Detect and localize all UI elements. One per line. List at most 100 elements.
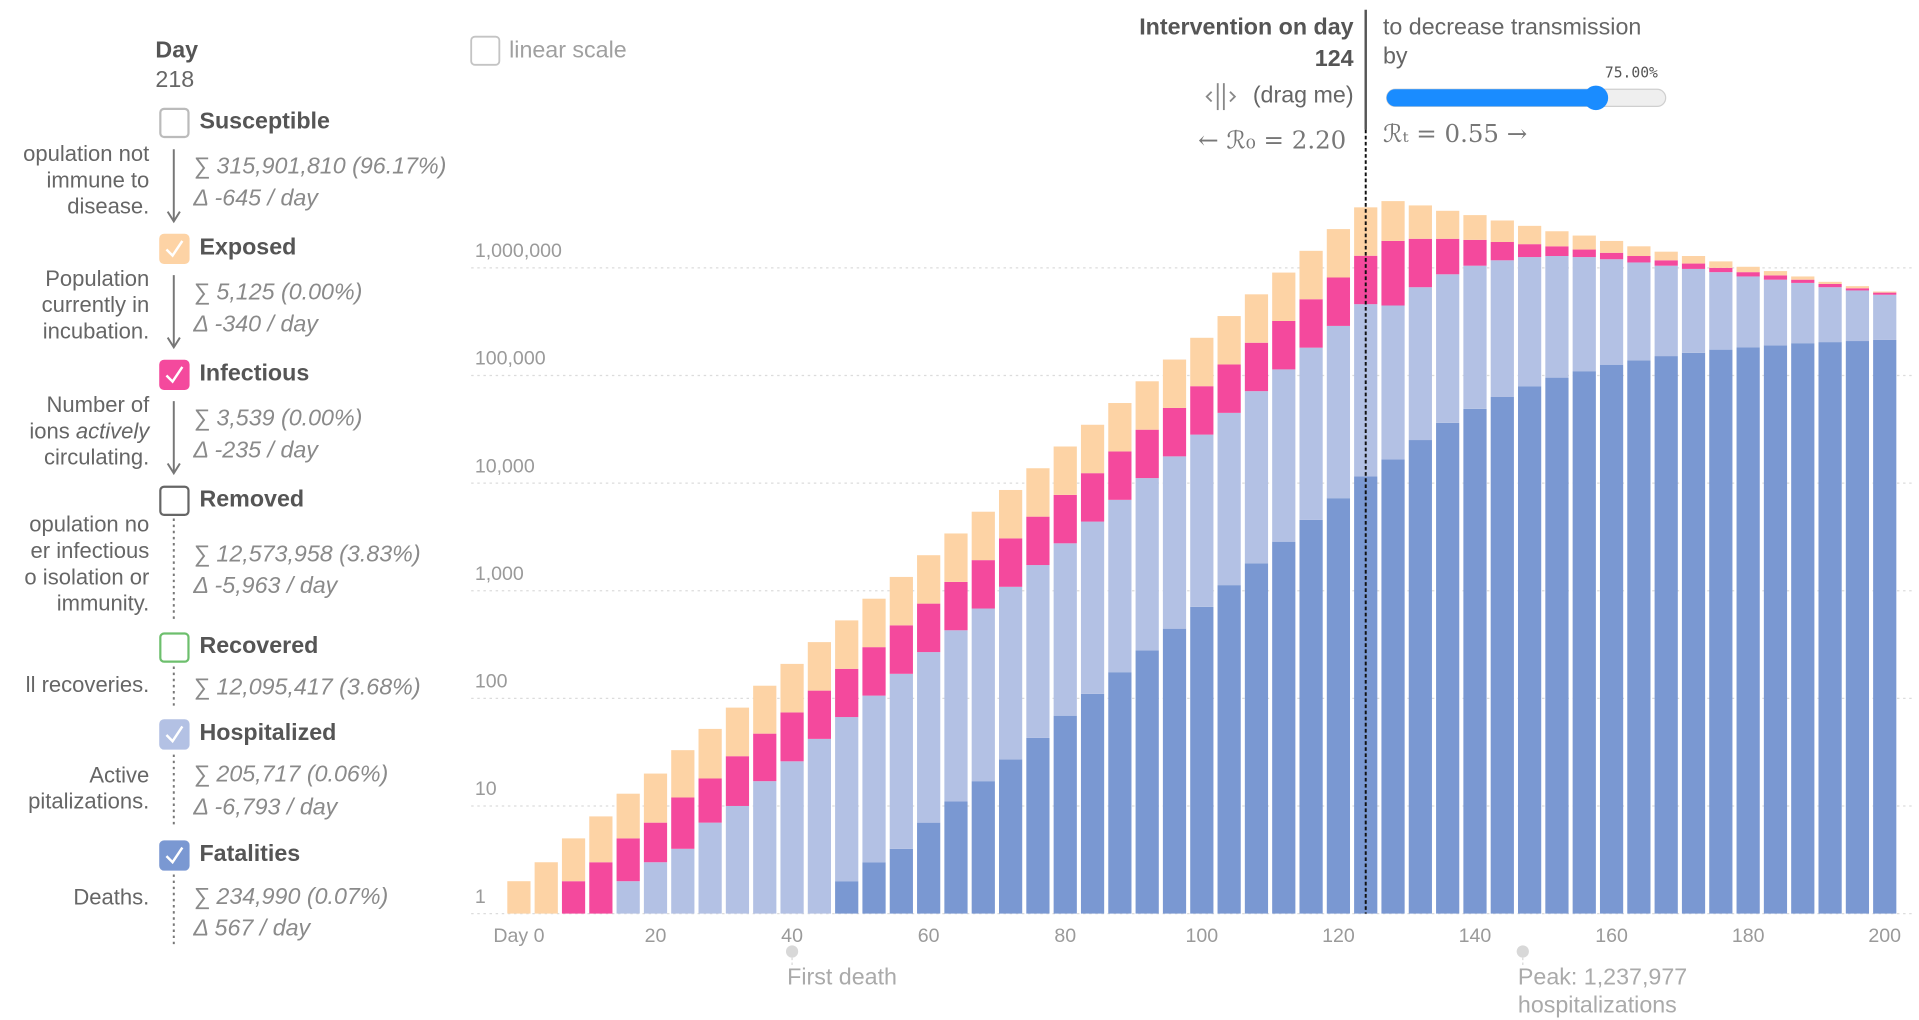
- bar-segment: [1845, 288, 1870, 291]
- bar-segment: [671, 797, 695, 849]
- series-description: incubation.: [43, 318, 150, 343]
- bar-segment: [1736, 276, 1760, 348]
- series-description: Deaths.: [73, 885, 149, 910]
- decrease-text: by: [1383, 43, 1408, 69]
- bar-segment: [1845, 286, 1870, 289]
- series-name[interactable]: Exposed: [199, 233, 296, 259]
- y-tick-label: 10: [475, 778, 497, 800]
- bar-segment: [1681, 352, 1706, 914]
- bar-segment: [616, 838, 640, 882]
- rt-label: ℛₜ = 0.55 →: [1383, 119, 1527, 148]
- series-description: opulation not: [23, 141, 149, 166]
- series-description: opulation no: [29, 512, 149, 537]
- description-part: actively: [76, 418, 151, 443]
- bar-segment: [1763, 271, 1788, 276]
- bar-segment: [753, 781, 777, 914]
- bar-segment: [1627, 262, 1651, 361]
- bar-segment: [1463, 265, 1487, 409]
- description-part: ions: [29, 418, 69, 443]
- bar-segment: [1217, 316, 1241, 365]
- bar-segment: [507, 881, 531, 914]
- bar-segment: [698, 822, 722, 914]
- bar-segment: [1545, 256, 1569, 378]
- linear-scale-label[interactable]: linear scale: [509, 37, 627, 63]
- annotation-dot: [785, 945, 799, 958]
- bar-segment: [616, 793, 640, 839]
- bar-segment: [1080, 473, 1105, 522]
- bar-segment: [1135, 650, 1159, 914]
- bar-segment: [616, 881, 640, 914]
- bar-segment: [1681, 256, 1706, 264]
- series-checkbox[interactable]: [159, 840, 190, 871]
- bar-segment: [807, 738, 832, 914]
- bar-segment: [561, 838, 586, 882]
- bar-segment: [698, 778, 722, 823]
- series-checkbox[interactable]: [159, 233, 190, 265]
- bar-segment: [1572, 235, 1596, 250]
- bar-segment: [862, 862, 886, 914]
- bar-segment: [1162, 407, 1187, 457]
- checkmark-icon[interactable]: [165, 240, 184, 258]
- series-name[interactable]: Removed: [199, 485, 304, 511]
- bar-segment: [917, 555, 941, 604]
- bar-segment: [1408, 287, 1432, 441]
- series-name[interactable]: Infectious: [199, 359, 309, 385]
- bar-segment: [725, 707, 750, 757]
- series-description: ions actively: [29, 418, 151, 443]
- bar-segment: [971, 560, 995, 609]
- series-name[interactable]: Fatalities: [199, 840, 300, 866]
- series-checkbox[interactable]: [159, 485, 190, 516]
- series-description: immune to: [46, 167, 149, 192]
- bar-segment: [835, 620, 859, 669]
- checkmark-icon[interactable]: [165, 366, 184, 384]
- bar-segment: [1873, 291, 1897, 293]
- checkmark-icon[interactable]: [165, 725, 184, 744]
- slider-thumb[interactable]: [1583, 85, 1609, 111]
- series-sum: ∑ 5,125 (0.00%): [193, 279, 362, 306]
- series-sum: ∑ 12,095,417 (3.68%): [193, 674, 420, 701]
- bar-segment: [1354, 304, 1378, 477]
- bar-segment: [1299, 299, 1323, 348]
- series-checkbox[interactable]: [159, 632, 190, 663]
- bar-segment: [998, 759, 1023, 914]
- bar-segment: [1326, 325, 1351, 499]
- bar-segment: [1873, 339, 1897, 914]
- bar-segment: [1709, 261, 1733, 268]
- bar-segment: [1490, 220, 1514, 243]
- series-name[interactable]: Susceptible: [199, 107, 330, 133]
- bar-segment: [944, 533, 968, 582]
- bar-segment: [1845, 290, 1870, 342]
- series-checkbox[interactable]: [159, 719, 190, 750]
- bar-segment: [1518, 257, 1542, 387]
- series-checkbox[interactable]: [159, 359, 190, 391]
- drag-icon[interactable]: [1205, 83, 1237, 111]
- bar-segment: [589, 862, 613, 914]
- bar-segment: [1381, 240, 1405, 306]
- bar-segment: [1436, 210, 1460, 239]
- bar-segment: [944, 581, 968, 631]
- drag-hint[interactable]: (drag me): [1253, 82, 1354, 108]
- bar-segment: [780, 663, 804, 713]
- series-name[interactable]: Recovered: [199, 632, 318, 658]
- series-description: o isolation or: [24, 564, 149, 589]
- x-tick-label: 140: [1459, 925, 1492, 947]
- series-checkbox[interactable]: [159, 107, 190, 139]
- series-delta: Δ -6,793 / day: [192, 794, 338, 820]
- checkmark-icon[interactable]: [165, 846, 184, 865]
- bar-segment: [1026, 565, 1050, 738]
- slider-fill[interactable]: [1386, 89, 1596, 107]
- linear-scale-checkbox[interactable]: [470, 35, 501, 66]
- bar-segment: [1272, 369, 1296, 542]
- bar-segment: [1436, 274, 1460, 423]
- bar-segment: [1108, 451, 1132, 500]
- bar-segment: [1326, 229, 1351, 278]
- bar-segment: [1736, 266, 1760, 273]
- bar-segment: [1244, 294, 1269, 343]
- bar-segment: [1080, 693, 1105, 914]
- bar-segment: [1599, 252, 1624, 260]
- series-name[interactable]: Hospitalized: [199, 719, 336, 745]
- bar-segment: [643, 862, 668, 914]
- x-tick-label: Day 0: [493, 925, 544, 947]
- bar-segment: [862, 598, 886, 648]
